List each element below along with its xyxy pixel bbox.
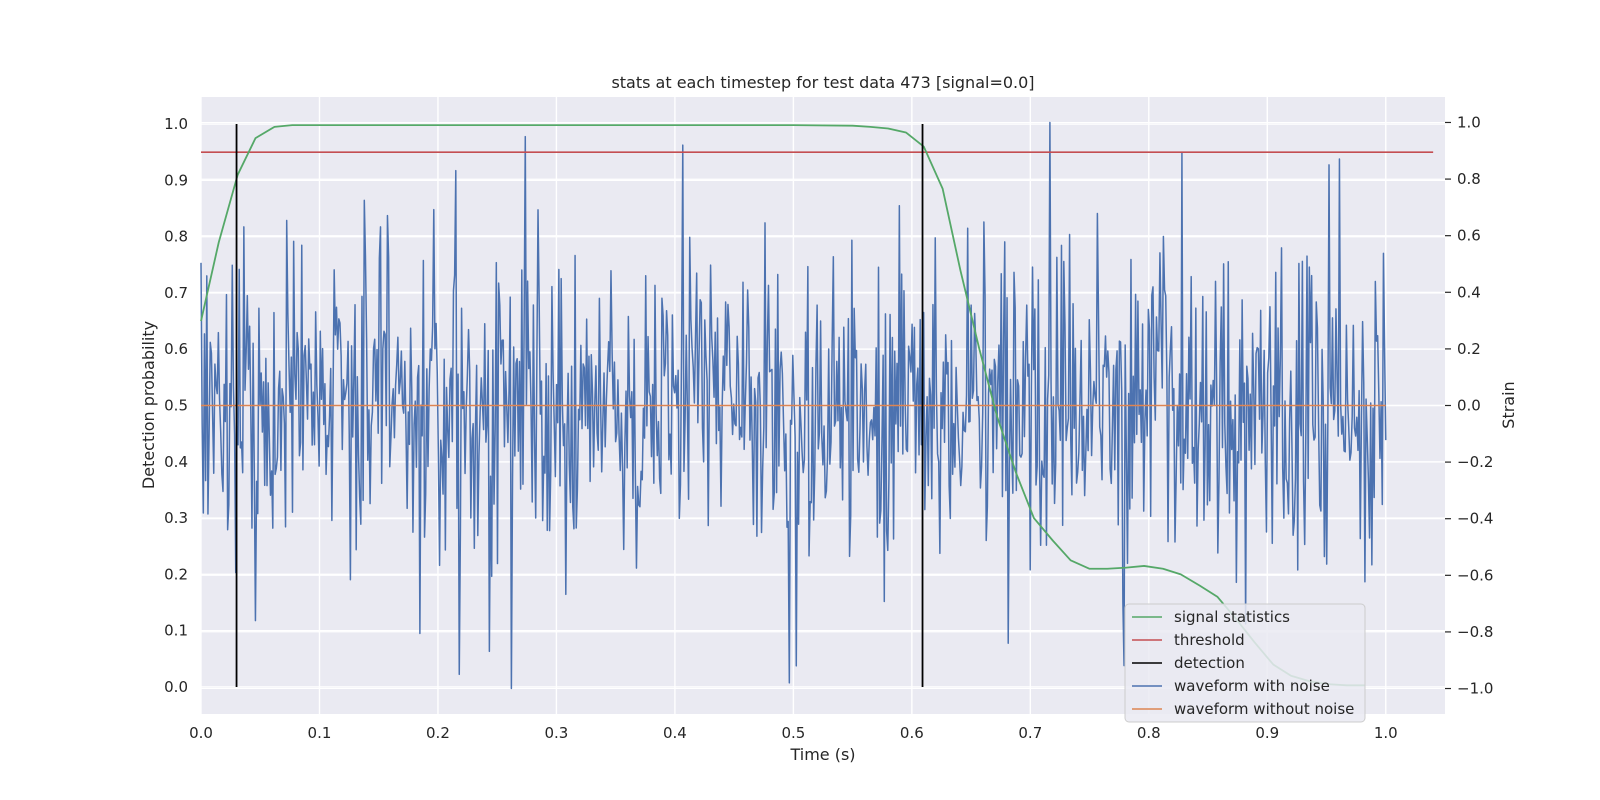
y-right-tick-label: 0.0 [1457,397,1481,415]
legend-label-detection: detection [1174,654,1245,672]
x-tick-label: 0.1 [308,724,332,742]
x-tick-label: 0.6 [900,724,924,742]
x-tick-label: 0.4 [663,724,687,742]
y-right-tick-label: −0.8 [1457,623,1493,641]
legend-label-waveform-with-noise: waveform with noise [1174,677,1330,695]
legend: signal statistics threshold detection wa… [1124,603,1366,723]
legend-box [1124,603,1366,723]
y-axis-left-ticks: 0.0 0.1 0.2 0.3 0.4 0.5 0.6 0.7 0.8 0.9 1.0 [164,115,188,696]
y-tick-label: 0.4 [164,453,188,471]
series-waveform-with-noise [200,121,1387,690]
x-tick-label: 0.5 [781,724,805,742]
y-axis-right-ticks: −1.0 −0.8 −0.6 −0.4 −0.2 0.0 0.2 0.4 0.6 0.8 1.0 [1445,113,1493,698]
y-tick-label: 0.5 [164,397,188,415]
y-tick-label: 0.2 [164,565,188,583]
y-right-tick-label: −0.4 [1457,510,1493,528]
x-tick-label: 0.2 [426,724,450,742]
y-right-tick-label: 0.4 [1457,283,1481,301]
x-tick-label: 0.8 [1137,724,1161,742]
legend-label-threshold: threshold [1174,631,1245,649]
y-tick-label: 0.7 [164,284,188,302]
x-tick-label: 0.9 [1255,724,1279,742]
y-right-tick-label: 0.6 [1457,227,1481,245]
y-tick-label: 0.3 [164,509,188,527]
y-tick-label: 0.8 [164,228,188,246]
y-tick-label: 0.1 [164,622,188,640]
x-tick-label: 0.3 [544,724,568,742]
x-tick-label: 0.0 [189,724,213,742]
y-right-tick-label: −1.0 [1457,680,1493,698]
legend-label-waveform-without-noise: waveform without noise [1174,700,1354,718]
y-right-tick-label: −0.2 [1457,453,1493,471]
y-axis-right-label: Strain [1499,381,1518,428]
y-right-tick-label: 0.2 [1457,340,1481,358]
y-axis-left-label: Detection probability [139,321,158,489]
y-right-tick-label: 1.0 [1457,113,1481,131]
y-right-tick-label: 0.8 [1457,170,1481,188]
legend-label-signal-statistics: signal statistics [1174,608,1290,626]
y-tick-label: 1.0 [164,115,188,133]
chart-title: stats at each timestep for test data 473… [611,73,1034,92]
y-right-tick-label: −0.6 [1457,566,1493,584]
x-tick-label: 1.0 [1374,724,1398,742]
y-tick-label: 0.0 [164,678,188,696]
x-axis-ticks: 0.0 0.1 0.2 0.3 0.4 0.5 0.6 0.7 0.8 0.9 1.0 [189,724,1398,742]
x-axis-label: Time (s) [789,745,855,764]
y-tick-label: 0.6 [164,340,188,358]
y-tick-label: 0.9 [164,171,188,189]
x-tick-label: 0.7 [1018,724,1042,742]
